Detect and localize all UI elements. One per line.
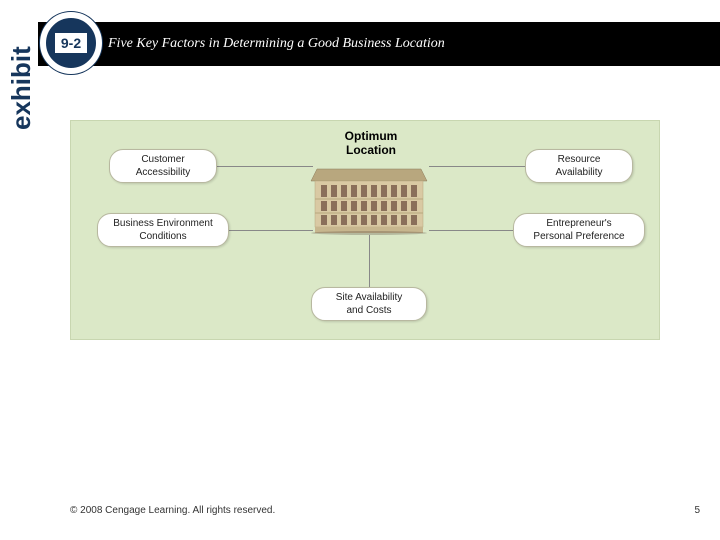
connector-2 bbox=[429, 166, 525, 167]
factor-box-4: Site Availabilityand Costs bbox=[311, 287, 427, 321]
page-number: 5 bbox=[694, 505, 700, 516]
center-label-text: OptimumLocation bbox=[345, 129, 398, 157]
building-icon bbox=[307, 163, 431, 235]
exhibit-vertical-label: exhibit bbox=[2, 18, 34, 128]
copyright-text: © 2008 Cengage Learning. All rights rese… bbox=[70, 505, 275, 516]
connector-0 bbox=[217, 166, 313, 167]
footer: © 2008 Cengage Learning. All rights rese… bbox=[70, 505, 700, 516]
exhibit-text: exhibit bbox=[6, 46, 37, 130]
connector-4 bbox=[369, 235, 370, 287]
factor-box-0: CustomerAccessibility bbox=[109, 149, 217, 183]
factor-box-3: Entrepreneur'sPersonal Preference bbox=[513, 213, 645, 247]
slide-title: Five Key Factors in Determining a Good B… bbox=[108, 36, 445, 52]
connector-1 bbox=[229, 230, 313, 231]
exhibit-number: 9-2 bbox=[55, 33, 87, 53]
header-bar: Five Key Factors in Determining a Good B… bbox=[38, 22, 720, 66]
center-label: OptimumLocation bbox=[331, 129, 411, 158]
connector-3 bbox=[429, 230, 513, 231]
diagram-panel: OptimumLocation CustomerAccessibility Bus… bbox=[70, 120, 660, 340]
factor-box-1: Business EnvironmentConditions bbox=[97, 213, 229, 247]
exhibit-number-badge: 9-2 bbox=[40, 12, 102, 74]
factor-box-2: ResourceAvailability bbox=[525, 149, 633, 183]
